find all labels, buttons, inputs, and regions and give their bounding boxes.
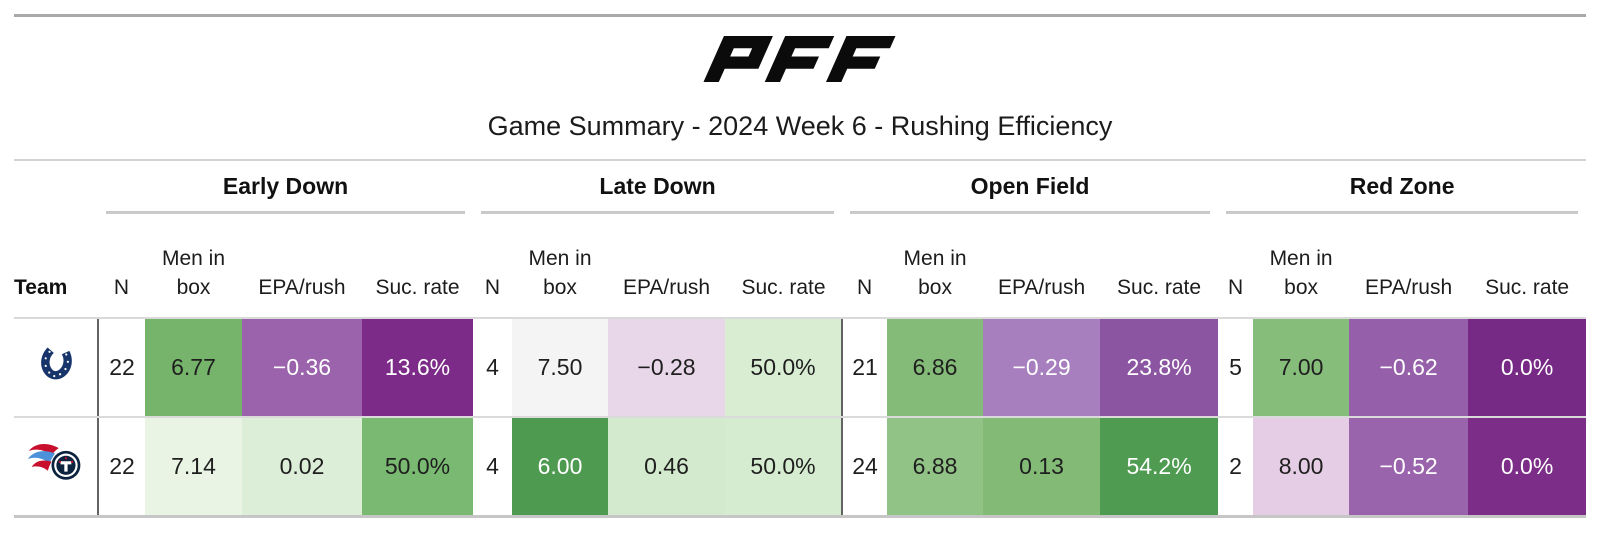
stat-cell-epa-rush: 0.02	[242, 417, 362, 517]
group-header-row: Early Down Late Down Open Field Red Zone	[14, 161, 1586, 214]
col-header-epa-rush: EPA/rush	[1349, 214, 1469, 319]
table-row-titans: 22 7.14 0.02 50.0% 4 6.00 0.46 50.0% 24 …	[14, 417, 1587, 517]
stat-cell-epa-rush: −0.62	[1349, 318, 1469, 418]
stat-cell-suc-rate: 23.8%	[1100, 318, 1219, 418]
titans-logo-icon	[27, 443, 80, 480]
col-header-epa-rush: EPA/rush	[983, 214, 1101, 319]
pff-logo-icon	[703, 36, 896, 82]
stat-cell-men-in-box: 6.77	[145, 318, 242, 418]
stat-cell-suc-rate: 0.0%	[1468, 318, 1587, 418]
column-header-row: Team N Men in box EPA/rush Suc. rate N M…	[14, 214, 1587, 319]
group-underline	[481, 211, 835, 214]
stat-cell-men-in-box: 6.88	[887, 417, 984, 517]
col-header-n: N	[98, 214, 145, 319]
group-underline	[850, 211, 1211, 214]
stat-cell-n: 21	[842, 318, 888, 418]
stat-cell-n: 22	[98, 318, 145, 418]
stat-cell-n: 4	[473, 318, 513, 418]
stat-cell-men-in-box: 6.86	[887, 318, 984, 418]
stat-cell-men-in-box: 7.14	[145, 417, 242, 517]
stat-cell-epa-rush: 0.46	[608, 417, 726, 517]
stat-cell-suc-rate: 54.2%	[1100, 417, 1219, 517]
stat-cell-n: 2	[1218, 417, 1254, 517]
colts-logo-icon	[40, 346, 72, 379]
group-header-open-field: Open Field	[842, 161, 1218, 214]
col-header-suc-rate: Suc. rate	[362, 214, 474, 319]
stat-cell-suc-rate: 13.6%	[362, 318, 474, 418]
col-header-men-in-box: Men in box	[145, 214, 242, 319]
stat-cell-epa-rush: 0.13	[983, 417, 1101, 517]
group-header-red-zone: Red Zone	[1218, 161, 1586, 214]
col-header-epa-rush: EPA/rush	[608, 214, 726, 319]
col-header-n: N	[1218, 214, 1254, 319]
col-header-team: Team	[14, 214, 98, 319]
stat-cell-suc-rate: 50.0%	[725, 417, 844, 517]
col-header-suc-rate: Suc. rate	[725, 214, 843, 319]
team-cell	[14, 318, 99, 418]
stat-cell-suc-rate: 50.0%	[362, 417, 474, 517]
stat-cell-epa-rush: −0.29	[983, 318, 1101, 418]
group-underline	[106, 211, 466, 214]
stat-cell-suc-rate: 0.0%	[1468, 417, 1587, 517]
col-header-epa-rush: EPA/rush	[242, 214, 362, 319]
stat-cell-suc-rate: 50.0%	[725, 318, 844, 418]
stat-cell-men-in-box: 8.00	[1253, 417, 1350, 517]
top-divider	[14, 14, 1586, 17]
team-cell	[14, 417, 99, 517]
stat-cell-n: 22	[98, 417, 145, 517]
col-header-n: N	[473, 214, 513, 319]
stat-cell-epa-rush: −0.28	[608, 318, 726, 418]
col-header-men-in-box: Men in box	[512, 214, 609, 319]
brand-header	[0, 36, 1600, 82]
table-row-colts: 22 6.77 −0.36 13.6% 4 7.50 −0.28 50.0% 2…	[14, 318, 1587, 418]
page-title: Game Summary - 2024 Week 6 - Rushing Eff…	[487, 111, 1113, 141]
col-header-n: N	[842, 214, 888, 319]
group-label: Early Down	[222, 173, 349, 199]
group-label: Open Field	[970, 173, 1090, 199]
stat-cell-n: 24	[842, 417, 888, 517]
stat-cell-men-in-box: 6.00	[512, 417, 609, 517]
rushing-efficiency-table: Early Down Late Down Open Field Red Zone	[14, 161, 1587, 518]
group-header-late-down: Late Down	[473, 161, 842, 214]
col-header-suc-rate: Suc. rate	[1468, 214, 1587, 319]
col-header-suc-rate: Suc. rate	[1100, 214, 1219, 319]
title-divider	[14, 159, 1586, 161]
stat-cell-epa-rush: −0.52	[1349, 417, 1469, 517]
stat-cell-n: 5	[1218, 318, 1254, 418]
stat-cell-men-in-box: 7.00	[1253, 318, 1350, 418]
col-header-men-in-box: Men in box	[1253, 214, 1350, 319]
col-header-men-in-box: Men in box	[887, 214, 984, 319]
group-label: Late Down	[599, 173, 716, 199]
group-underline	[1226, 211, 1579, 214]
stat-cell-epa-rush: −0.36	[242, 318, 362, 418]
pff-rushing-efficiency-card: Game Summary - 2024 Week 6 - Rushing Eff…	[0, 14, 1600, 542]
group-header-spacer	[14, 161, 98, 214]
stat-cell-n: 4	[473, 417, 513, 517]
group-label: Red Zone	[1349, 173, 1455, 199]
stat-cell-men-in-box: 7.50	[512, 318, 609, 418]
group-header-early-down: Early Down	[98, 161, 473, 214]
